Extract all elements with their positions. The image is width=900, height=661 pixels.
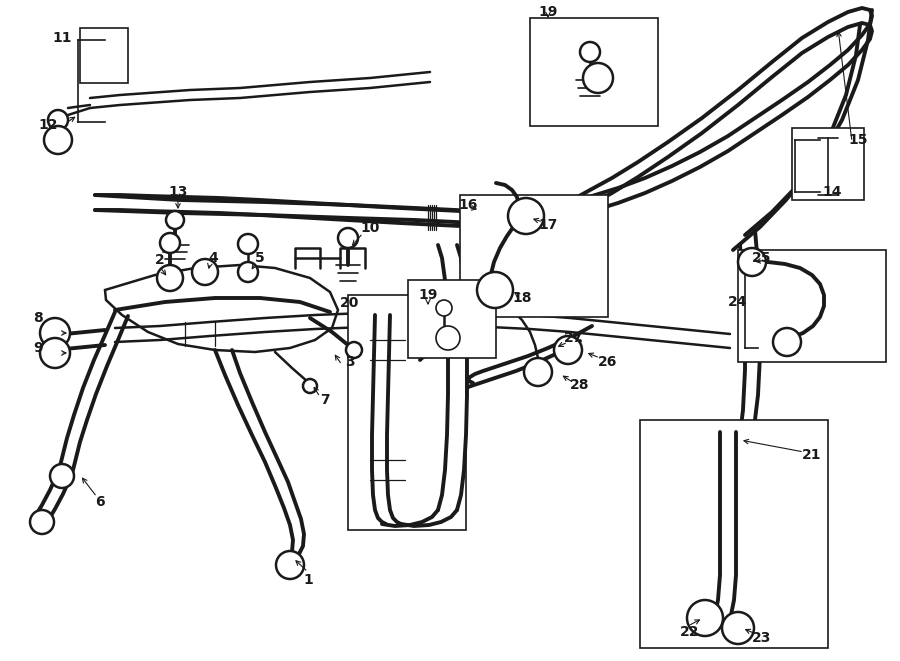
Circle shape — [477, 272, 513, 308]
Text: 19: 19 — [538, 5, 558, 19]
Circle shape — [436, 300, 452, 316]
Text: 8: 8 — [33, 311, 43, 325]
Circle shape — [276, 551, 304, 579]
Text: 2: 2 — [155, 253, 165, 267]
Text: 7: 7 — [320, 393, 329, 407]
Circle shape — [40, 318, 70, 348]
Text: 13: 13 — [168, 185, 188, 199]
Text: 16: 16 — [458, 198, 478, 212]
Circle shape — [48, 110, 68, 130]
Bar — [738, 250, 886, 362]
Text: 25: 25 — [752, 251, 772, 265]
Circle shape — [238, 262, 258, 282]
Circle shape — [157, 265, 183, 291]
Bar — [530, 18, 658, 126]
Text: 24: 24 — [728, 295, 748, 309]
Circle shape — [524, 358, 552, 386]
Text: 1: 1 — [303, 573, 313, 587]
Text: 28: 28 — [571, 378, 590, 392]
Circle shape — [436, 326, 460, 350]
Circle shape — [166, 211, 184, 229]
Text: 26: 26 — [598, 355, 617, 369]
Bar — [348, 295, 466, 530]
Circle shape — [722, 612, 754, 644]
Circle shape — [346, 342, 362, 358]
Circle shape — [160, 233, 180, 253]
Text: 20: 20 — [340, 296, 360, 310]
Text: 27: 27 — [564, 331, 584, 345]
Text: 18: 18 — [512, 291, 532, 305]
Circle shape — [50, 464, 74, 488]
Circle shape — [738, 248, 766, 276]
Circle shape — [580, 42, 600, 62]
Text: 17: 17 — [538, 218, 558, 232]
Text: 3: 3 — [346, 355, 355, 369]
Circle shape — [44, 126, 72, 154]
Circle shape — [238, 234, 258, 254]
Circle shape — [687, 600, 723, 636]
Bar — [640, 420, 828, 648]
Bar — [460, 195, 608, 317]
Text: 11: 11 — [52, 31, 72, 45]
Bar — [80, 28, 128, 83]
Text: 5: 5 — [255, 251, 265, 265]
Text: 9: 9 — [33, 341, 43, 355]
Circle shape — [773, 328, 801, 356]
Circle shape — [554, 336, 582, 364]
Text: 10: 10 — [360, 221, 380, 235]
Circle shape — [192, 259, 218, 285]
Text: 6: 6 — [95, 495, 104, 509]
Text: 21: 21 — [802, 448, 822, 462]
Circle shape — [303, 379, 317, 393]
Text: 14: 14 — [823, 185, 842, 199]
Bar — [408, 280, 496, 358]
Text: 4: 4 — [208, 251, 218, 265]
Text: 22: 22 — [680, 625, 700, 639]
Text: 12: 12 — [38, 118, 58, 132]
Text: 19: 19 — [418, 288, 437, 302]
Circle shape — [40, 338, 70, 368]
Circle shape — [583, 63, 613, 93]
Bar — [792, 128, 864, 200]
Circle shape — [30, 510, 54, 534]
Circle shape — [508, 198, 544, 234]
Text: 15: 15 — [848, 133, 868, 147]
Text: 23: 23 — [752, 631, 771, 645]
Circle shape — [338, 228, 358, 248]
